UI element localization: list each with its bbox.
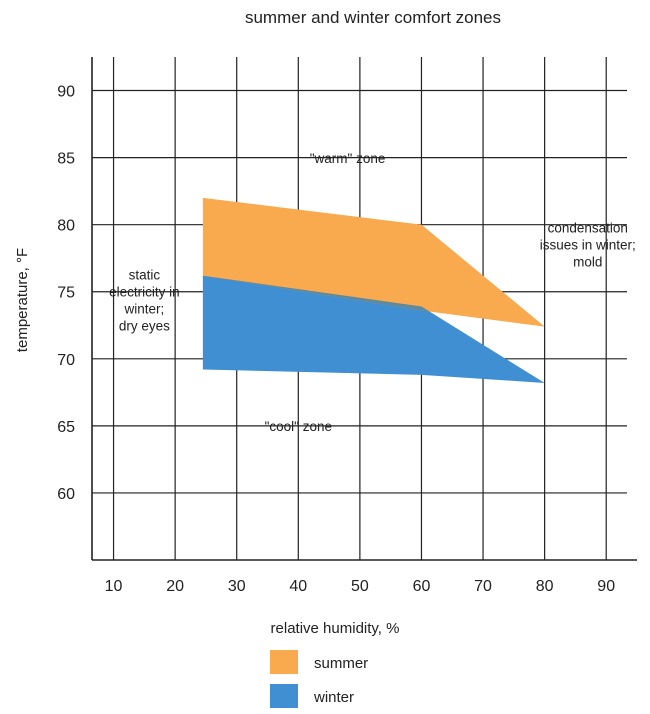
series-summer-area <box>202 197 545 327</box>
y-tick-label-80: 80 <box>57 218 75 235</box>
y-tick-label-60: 60 <box>57 486 75 503</box>
x-tick-label-30: 30 <box>228 578 246 595</box>
x-tick-label-50: 50 <box>351 578 369 595</box>
series-layer <box>202 197 545 383</box>
legend-label-winter: winter <box>313 689 354 706</box>
x-tick-label-90: 90 <box>597 578 615 595</box>
x-tick-label-40: 40 <box>289 578 307 595</box>
y-axis-label: temperature, °F <box>14 248 31 352</box>
y-tick-label-65: 65 <box>57 419 75 436</box>
annotation-0: "warm" zone <box>310 151 386 166</box>
legend-swatch-winter <box>270 684 298 708</box>
series-winter-area <box>202 275 545 383</box>
x-axis-label: relative humidity, % <box>271 620 400 637</box>
y-tick-label-85: 85 <box>57 151 75 168</box>
legend-swatch-summer <box>270 650 298 674</box>
tick-labels: 10 20 30 40 50 60 70 80 90 60 65 70 75 80 85 90 <box>57 84 615 595</box>
y-tick-label-75: 75 <box>57 285 75 302</box>
x-tick-label-80: 80 <box>536 578 554 595</box>
x-tick-label-20: 20 <box>166 578 184 595</box>
chart-title: summer and winter comfort zones <box>245 8 501 27</box>
x-tick-label-70: 70 <box>474 578 492 595</box>
legend: summer winter <box>270 650 368 708</box>
annotation-1: "cool" zone <box>265 419 332 434</box>
x-tick-label-10: 10 <box>105 578 123 595</box>
axes <box>91 57 637 561</box>
y-tick-label-90: 90 <box>57 84 75 101</box>
legend-label-summer: summer <box>314 655 368 672</box>
annotation-3: condensation issues in winter; mold <box>540 221 636 270</box>
annotation-2: static electricity in winter; dry eyes <box>109 268 180 334</box>
annotations: "warm" zone "cool" zone static electricity … <box>109 151 636 434</box>
y-tick-label-70: 70 <box>57 352 75 369</box>
x-tick-label-60: 60 <box>413 578 431 595</box>
